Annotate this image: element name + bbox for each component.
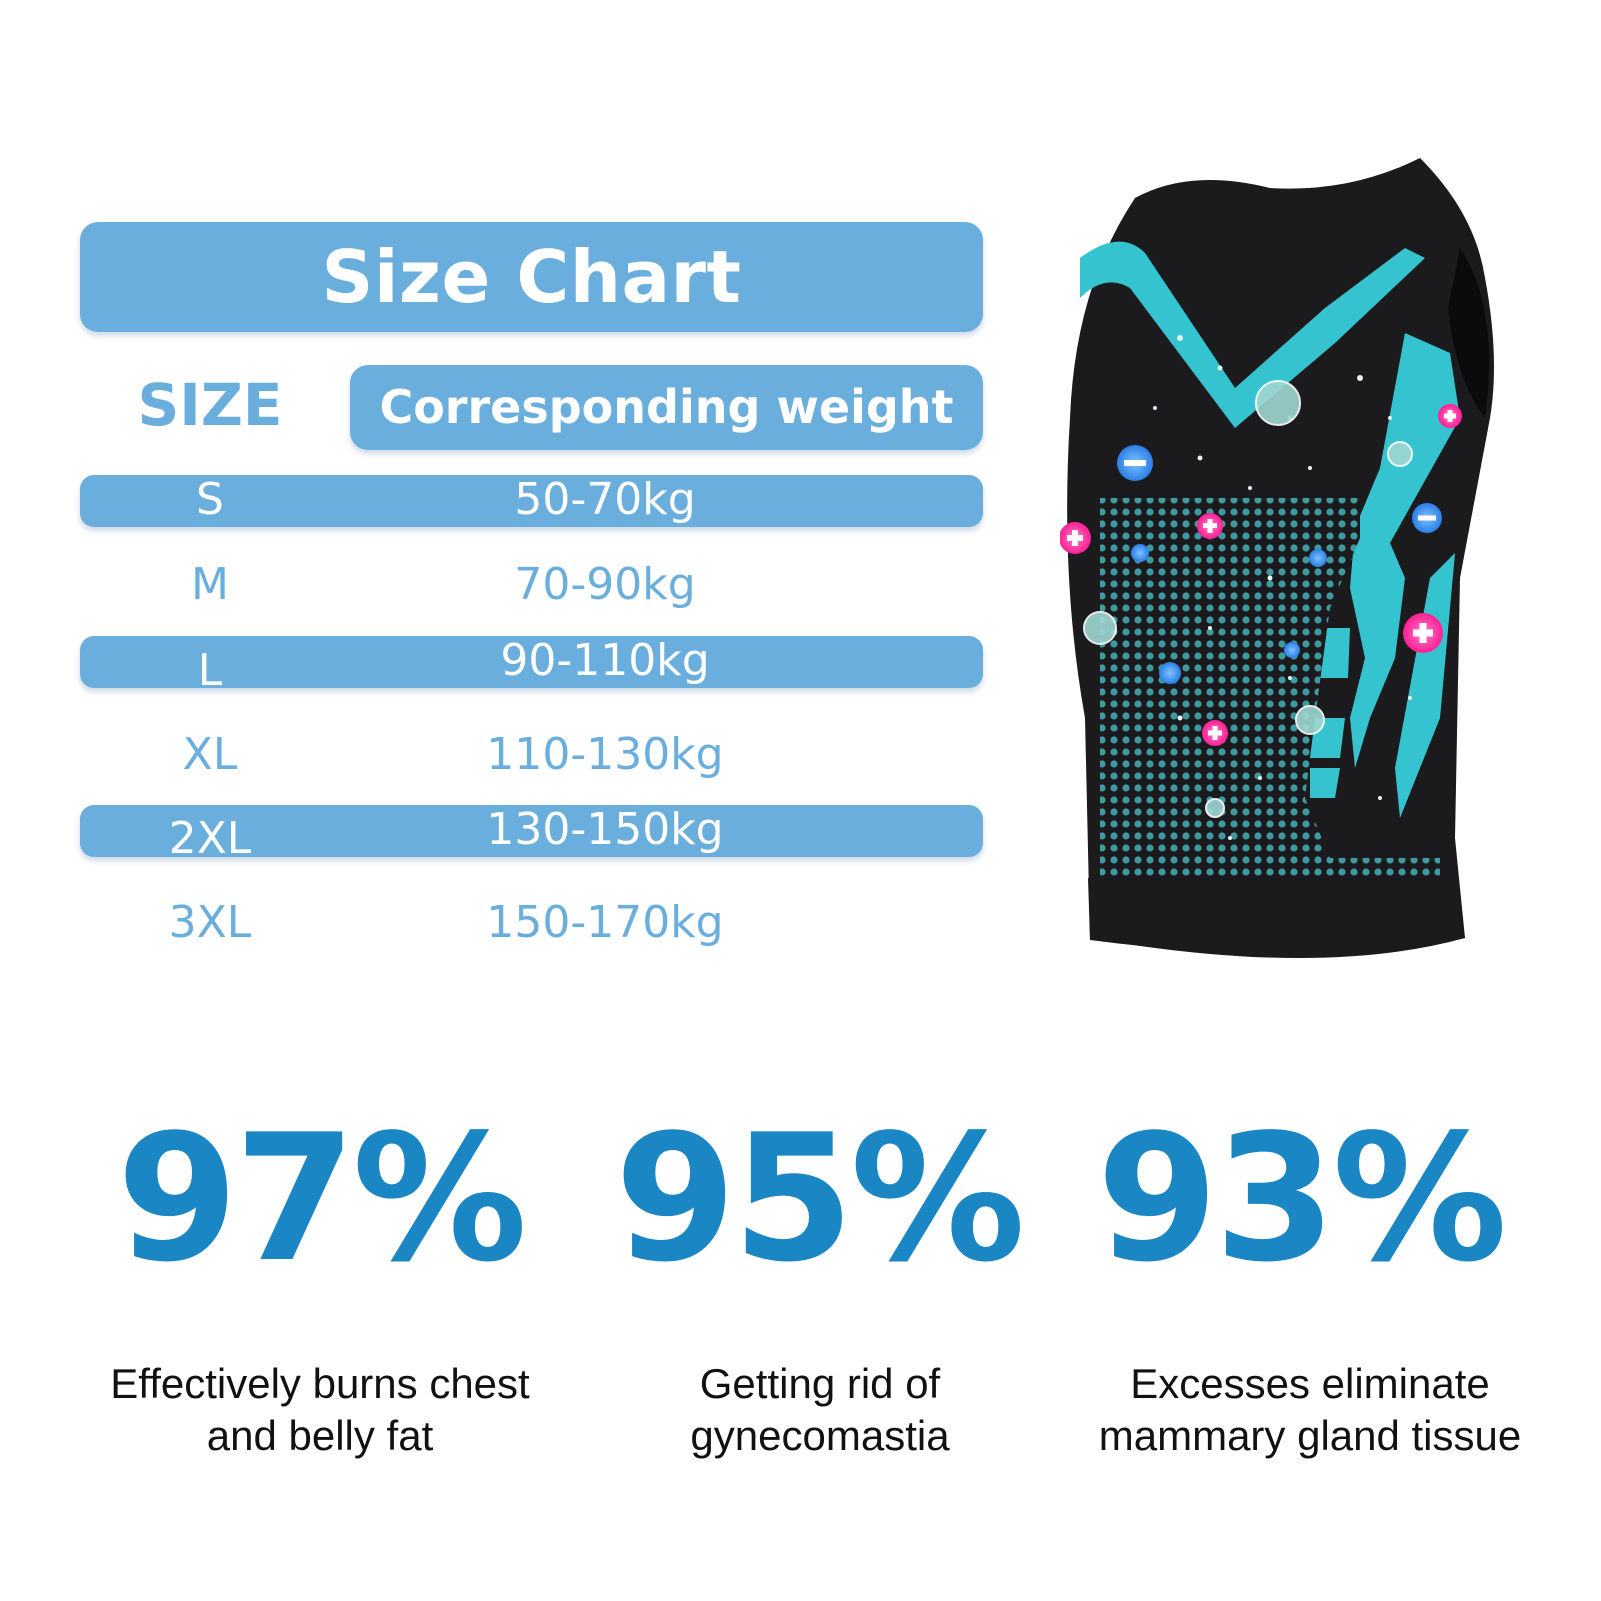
size-cell-s: S [196, 474, 224, 525]
size-chart-title: Size Chart [321, 235, 742, 319]
row-highlight-2xl [80, 805, 983, 857]
stat-description-2-line2: gynecomastia [690, 1412, 950, 1459]
weight-header-bar [350, 365, 983, 450]
stat-value-2: 95% [614, 1098, 1026, 1301]
plus-ion-icon [1060, 404, 1462, 746]
stat-value-1: 97% [116, 1098, 528, 1301]
weight-cell-2xl: 130-150kg [486, 804, 724, 855]
size-chart-title-bar [80, 222, 983, 332]
size-cell-3xl: 3XL [168, 897, 252, 948]
weight-cell-s: 50-70kg [514, 474, 696, 525]
stat-value-3: 93% [1096, 1098, 1508, 1301]
stat-description-3-line2: mammary gland tissue [1098, 1412, 1522, 1459]
weight-cell-3xl: 150-170kg [486, 897, 724, 948]
vest-accent-collar [1080, 241, 1425, 428]
vest-accent-side [1350, 333, 1460, 768]
size-column-header: SIZE [137, 371, 283, 439]
stat-description-1-line2: and belly fat [206, 1412, 434, 1459]
stat-description-3: Excesses eliminate mammary gland tissue [1040, 1358, 1580, 1462]
stat-description-1-line1: Effectively burns chest [110, 1360, 530, 1407]
stat-description-1: Effectively burns chest and belly fat [40, 1358, 600, 1462]
size-cell-xl: XL [182, 729, 238, 780]
row-highlight-l [80, 636, 983, 688]
weight-column-header: Corresponding weight [379, 380, 954, 434]
stat-description-2: Getting rid of gynecomastia [600, 1358, 1040, 1462]
weight-cell-l: 90-110kg [500, 635, 710, 686]
vest-mesh-panel [1100, 498, 1440, 878]
bubble-icon [1083, 380, 1413, 818]
row-highlight-s [80, 475, 983, 527]
size-cell-m: M [191, 559, 229, 610]
weight-cell-m: 70-90kg [514, 559, 696, 610]
stat-description-3-line1: Excesses eliminate [1130, 1360, 1490, 1407]
size-cell-2xl: 2XL [168, 813, 252, 864]
stat-description-2-line1: Getting rid of [699, 1360, 941, 1407]
weight-cell-xl: 110-130kg [486, 729, 724, 780]
size-cell-l: L [197, 645, 223, 696]
compression-vest-icon [1060, 158, 1494, 958]
minus-ion-icon [1117, 445, 1442, 684]
